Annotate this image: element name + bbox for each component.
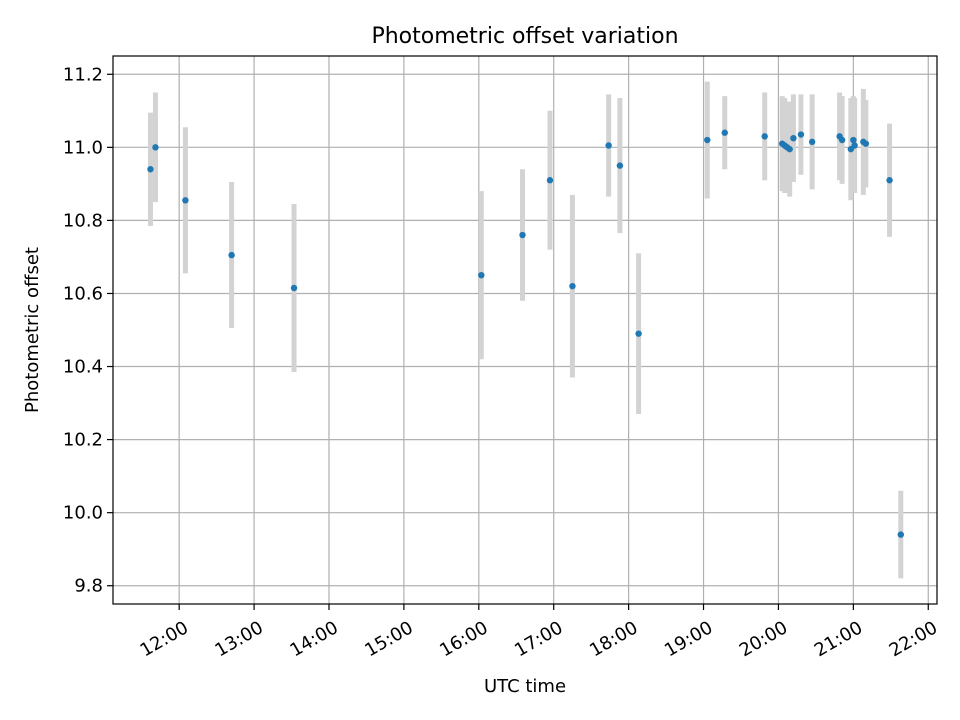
data-point	[851, 142, 858, 149]
data-point	[797, 131, 805, 138]
y-tick-label: 9.8	[74, 576, 103, 597]
data-point	[704, 136, 711, 144]
data-point	[290, 284, 298, 292]
data-point	[721, 129, 728, 136]
y-tick-label: 11.2	[63, 64, 103, 85]
data-point	[546, 177, 554, 184]
data-point	[519, 231, 526, 239]
y-tick-label: 11.0	[63, 137, 103, 158]
data-point	[790, 135, 797, 142]
x-axis-label: UTC time	[484, 676, 566, 697]
data-point	[152, 144, 159, 151]
y-tick-label: 10.2	[63, 430, 103, 451]
plot-frame	[112, 55, 938, 605]
data-point	[478, 272, 485, 279]
data-point	[761, 133, 768, 140]
data-point	[635, 330, 642, 337]
y-axis-label: Photometric offset	[22, 247, 43, 413]
data-point	[838, 136, 846, 144]
data-point	[182, 197, 189, 204]
data-point	[808, 138, 816, 146]
data-point	[605, 142, 612, 149]
data-point	[569, 282, 576, 290]
chart-title: Photometric offset variation	[371, 24, 678, 49]
y-tick-label: 10.0	[63, 503, 103, 524]
data-points	[147, 129, 904, 538]
data-point	[228, 251, 235, 259]
y-tick-label: 10.8	[63, 210, 103, 231]
data-point	[616, 162, 624, 169]
data-point	[786, 145, 793, 153]
data-point	[862, 140, 870, 147]
y-tick-label: 10.4	[63, 357, 103, 378]
data-point	[886, 177, 893, 184]
y-tick-label: 10.6	[63, 283, 103, 304]
data-point	[850, 136, 857, 144]
data-point	[897, 531, 904, 538]
data-point	[147, 166, 154, 173]
y-axis-ticks: 9.8 10.0 10.2 10.4 10.6 10.8 11.0 11.2	[63, 64, 113, 597]
